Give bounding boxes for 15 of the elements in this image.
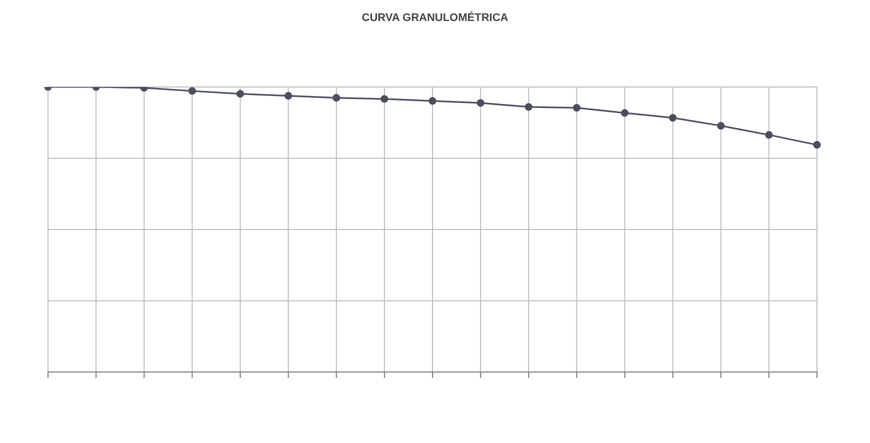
point	[428, 97, 436, 105]
point	[572, 104, 580, 112]
point	[476, 99, 484, 107]
chart-title: CURVA GRANULOMÉTRICA	[360, 12, 510, 26]
point	[284, 92, 292, 100]
point	[669, 114, 677, 122]
point	[620, 109, 629, 117]
point	[380, 95, 388, 103]
point	[236, 90, 244, 98]
point	[524, 103, 532, 111]
point	[717, 122, 725, 130]
point	[813, 141, 821, 149]
point	[188, 87, 196, 95]
point	[765, 131, 773, 139]
point	[332, 94, 340, 102]
